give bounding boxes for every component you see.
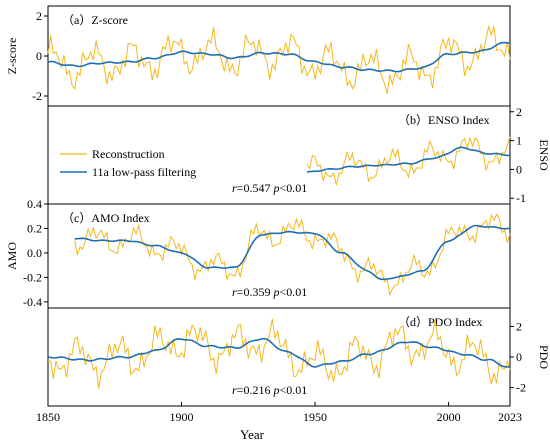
- panel-a: -2 0 2 Z-score （a）Z-score: [5, 5, 511, 107]
- x-tick-label: 1950: [303, 410, 327, 424]
- panel-a-ytick-label: -2: [32, 89, 42, 103]
- panel-d-filtered-series: [47, 337, 510, 368]
- panel-b-ytick-label: 1: [516, 134, 522, 148]
- panel-a-filtered-series: [47, 41, 510, 73]
- panel-c-filtered-series: [74, 224, 511, 281]
- legend-label-reconstruction: Reconstruction: [92, 147, 165, 161]
- panel-b-ytick-label: 2: [516, 105, 522, 119]
- panel-d-ytick-label: 2: [516, 319, 522, 333]
- panel-b-filtered-series: [306, 146, 511, 173]
- panel-b-ylabel: ENSO: [537, 139, 550, 171]
- panel-c-ylabel: AMO: [5, 242, 19, 270]
- panel-d-reconstruction-series: [47, 318, 511, 389]
- panel-d-ytick-label: -2: [516, 381, 526, 395]
- panel-d-ylabel: PDO: [537, 345, 550, 369]
- panel-a-ytick-label: 2: [36, 9, 42, 23]
- legend: Reconstruction 11a low-pass filtering: [60, 147, 196, 179]
- panel-c-ytick-label: -0.4: [23, 295, 42, 309]
- panel-b-reconstruction-series: [306, 136, 511, 186]
- panel-d-ytick-label: 0: [516, 350, 522, 364]
- panels: -2 0 2 Z-score （a）Z-score -1 0 1 2 ENSO （b）ENSO In…: [5, 5, 550, 407]
- panel-a-reconstruction-series: [47, 24, 511, 94]
- panel-c: -0.4 -0.2 0.0 0.2 0.4 AMO （c）AMO Index r=0.359 …: [5, 197, 511, 309]
- panel-d-title: （d）PDO Index: [398, 315, 482, 329]
- x-tick-label: 1850: [36, 410, 60, 424]
- panel-c-reconstruction-series: [74, 213, 511, 297]
- panel-b: -1 0 1 2 ENSO （b）ENSO Index r=0.547 p<0.01: [47, 105, 550, 205]
- panel-c-stat: r=0.359 p<0.01: [232, 285, 307, 299]
- panel-c-ytick-label: 0.0: [27, 246, 42, 260]
- panel-d: -2 0 2 PDO （d）PDO Index r=0.216 p<0.01: [47, 307, 550, 407]
- x-tick-label: 2023: [498, 410, 522, 424]
- panel-b-ytick-label: -1: [516, 191, 526, 205]
- panel-a-title: （a）Z-score: [62, 13, 128, 27]
- x-tick-label: 1900: [170, 410, 194, 424]
- panel-a-ytick-label: 0: [36, 49, 42, 63]
- panel-a-ylabel: Z-score: [5, 38, 19, 75]
- panel-d-stat: r=0.216 p<0.01: [232, 383, 307, 397]
- x-axis: 1850 1900 1950 2000 2023: [36, 402, 522, 424]
- panel-c-ytick-label: 0.2: [27, 221, 42, 235]
- x-axis-title: Year: [240, 427, 265, 442]
- x-tick-label: 2000: [437, 410, 461, 424]
- panel-c-title: （c）AMO Index: [62, 211, 150, 225]
- panel-c-ytick-label: 0.4: [27, 197, 42, 211]
- panel-b-stat: r=0.547 p<0.01: [232, 181, 307, 195]
- legend-label-filtered: 11a low-pass filtering: [92, 165, 196, 179]
- panel-c-ytick-label: -0.2: [23, 270, 42, 284]
- panel-b-ytick-label: 0: [516, 162, 522, 176]
- panel-b-title: （b）ENSO Index: [398, 113, 490, 127]
